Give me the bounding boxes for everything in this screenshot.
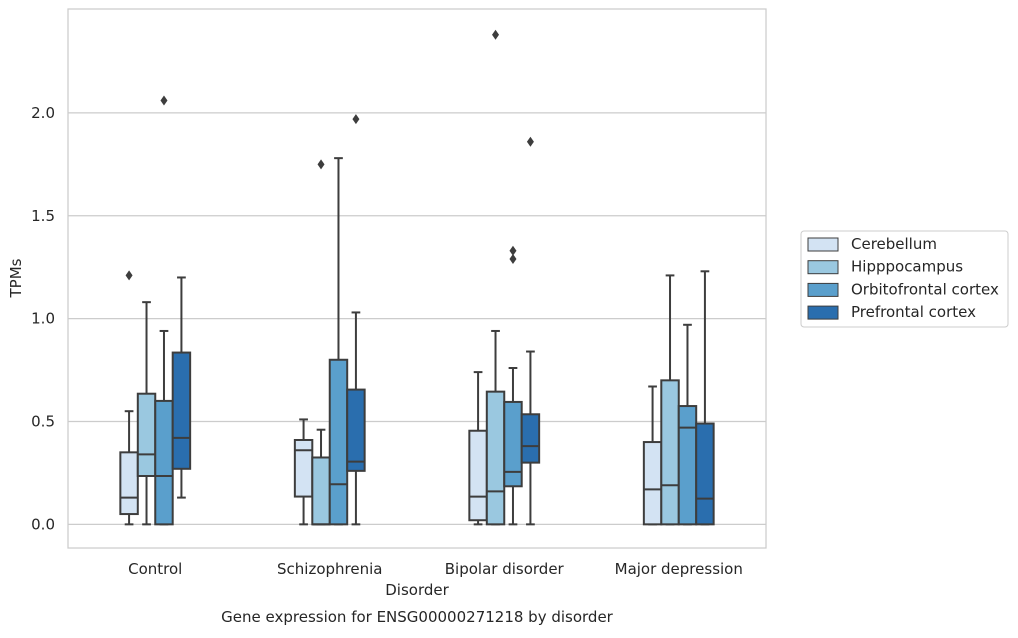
legend-label: Orbitofrontal cortex [851, 280, 999, 298]
box-body [119, 451, 139, 516]
y-tick-label: 0.0 [31, 515, 55, 533]
outlier-point [317, 159, 325, 170]
x-tick-label: Bipolar disorder [445, 560, 565, 578]
legend-swatch [807, 237, 839, 252]
box-body [171, 351, 192, 470]
outlier-point [526, 136, 534, 147]
box-body [503, 400, 523, 488]
box-body [520, 413, 541, 464]
legend: Cerebellum Hipppocampus Orbitofrontal cort… [800, 230, 1009, 328]
y-tick-label: 1.0 [31, 310, 55, 328]
box-body [311, 456, 331, 526]
box-layer [119, 29, 715, 526]
y-tick-label: 0.5 [31, 412, 55, 430]
box-body [660, 379, 680, 526]
y-tick-label: 1.5 [31, 207, 55, 225]
box-body [328, 358, 349, 526]
x-axis-label: Disorder [385, 581, 449, 599]
box-body [136, 392, 157, 477]
outlier-point [509, 245, 517, 256]
chart-caption: Gene expression for ENSG00000271218 by d… [221, 608, 614, 626]
box-1-0 [293, 418, 314, 526]
box-body [346, 388, 366, 472]
box-body [695, 422, 715, 526]
box-0-3 [171, 276, 192, 499]
x-tick-label: Control [128, 560, 182, 578]
y-tick-labels: 0.0 0.5 1.0 1.5 2.0 [31, 104, 55, 533]
legend-label: Hipppocampus [851, 258, 963, 276]
x-tick-label: Schizophrenia [277, 560, 382, 578]
box-0-2 [154, 95, 174, 526]
box-0-1 [136, 301, 157, 526]
box-0-0 [119, 270, 139, 526]
legend-swatch [807, 282, 839, 297]
box-body [677, 405, 698, 526]
outlier-point [509, 253, 517, 264]
y-tick-label: 2.0 [31, 104, 55, 122]
box-3-3 [695, 270, 715, 526]
outlier-point [492, 29, 500, 40]
x-tick-label: Major depression [615, 560, 743, 578]
legend-label: Prefrontal cortex [851, 303, 976, 321]
box-body [154, 399, 174, 526]
box-body [485, 390, 506, 526]
box-body [293, 438, 314, 498]
box-1-3 [346, 114, 366, 526]
x-tick-labels: Control Schizophrenia Bipolar disorder Majo… [128, 560, 743, 578]
box-body [642, 441, 663, 526]
y-axis-label: TPMs [7, 258, 25, 298]
outlier-point [352, 114, 360, 125]
legend-swatch [807, 260, 839, 275]
box-1-2 [328, 157, 349, 526]
box-body [468, 429, 488, 522]
legend-label: Cerebellum [851, 235, 937, 253]
outlier-point [160, 95, 168, 106]
legend-swatch [807, 305, 839, 320]
box-2-3 [520, 136, 541, 526]
box-1-1 [311, 159, 331, 526]
legend-frame [800, 230, 1009, 328]
outlier-point [125, 270, 133, 281]
